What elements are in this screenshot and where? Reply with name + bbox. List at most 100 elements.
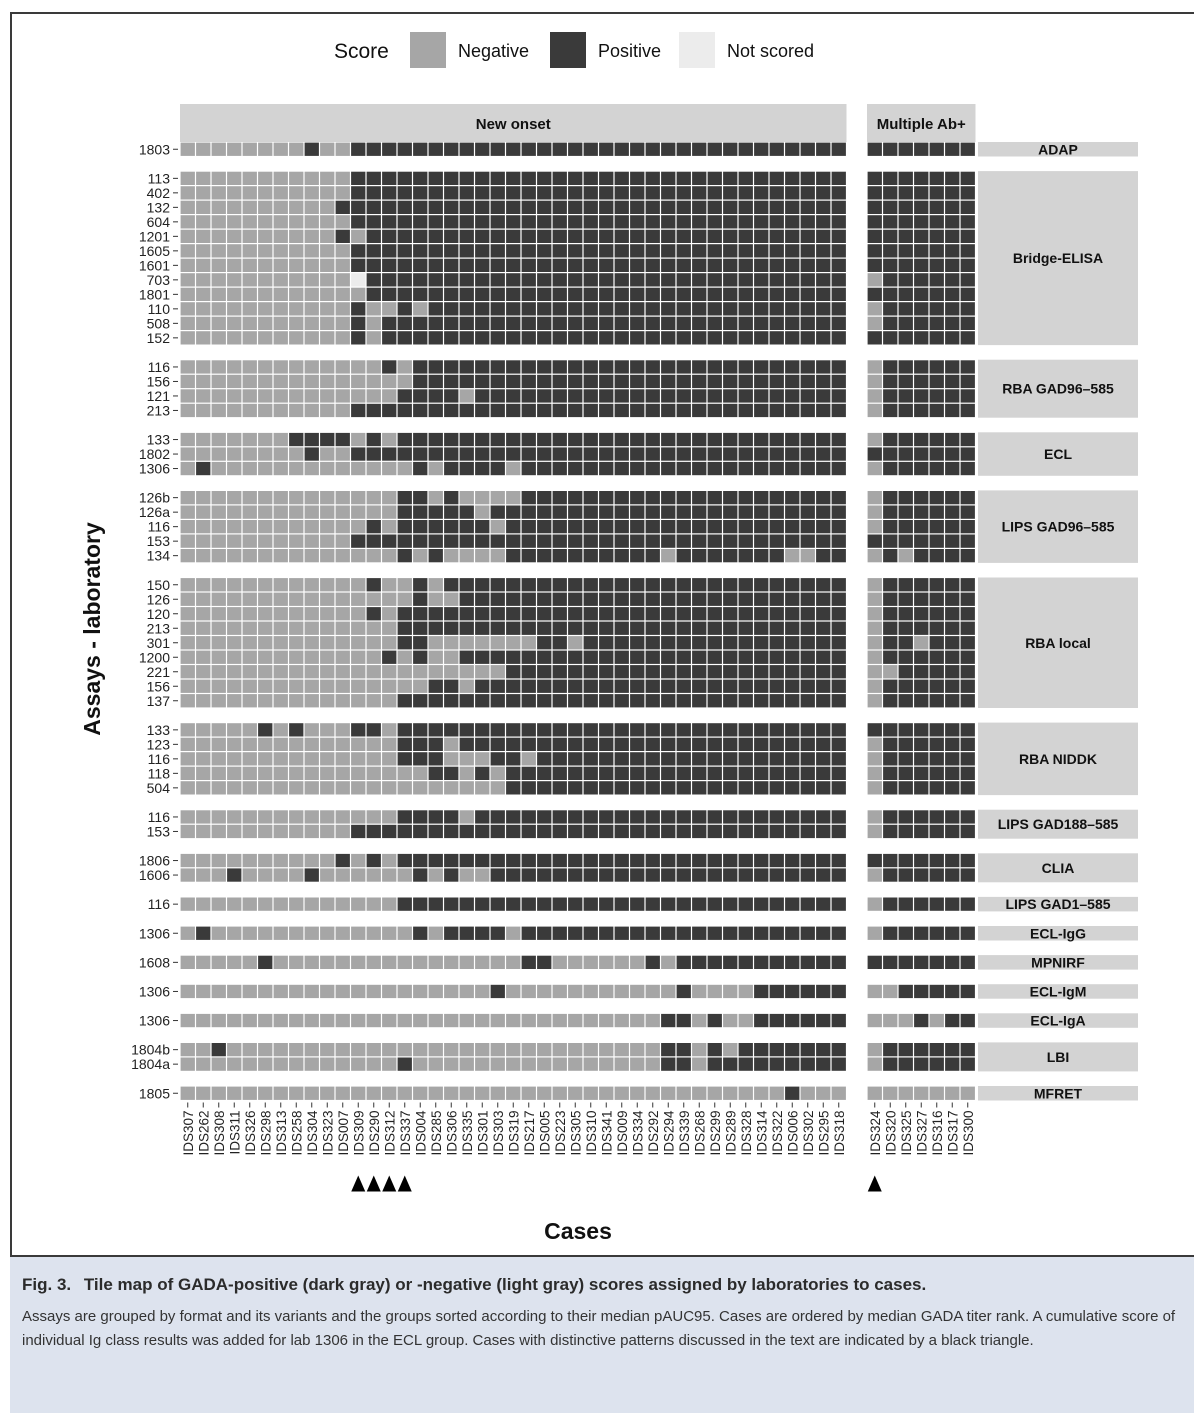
tile — [382, 302, 397, 316]
tile — [645, 534, 660, 548]
tile — [754, 752, 769, 766]
tile — [304, 244, 319, 258]
tile — [661, 403, 676, 418]
tile — [945, 200, 960, 214]
tile — [754, 491, 769, 505]
tile — [630, 955, 645, 969]
tile — [428, 694, 443, 708]
tile — [304, 636, 319, 650]
tile — [289, 447, 304, 461]
tile — [242, 607, 257, 621]
tile — [552, 824, 567, 839]
tile — [258, 766, 273, 780]
tile — [459, 766, 474, 780]
tile — [614, 258, 629, 272]
tile — [898, 229, 913, 243]
tile — [816, 360, 831, 374]
tile — [630, 491, 645, 505]
tile — [867, 926, 882, 940]
tile — [537, 432, 552, 447]
tile — [645, 897, 660, 911]
tile — [769, 244, 784, 258]
tile — [929, 1013, 944, 1028]
tile — [692, 1043, 707, 1057]
tile — [366, 142, 381, 156]
tile — [304, 621, 319, 635]
tile — [397, 621, 412, 635]
tile — [676, 853, 691, 868]
tile — [428, 578, 443, 592]
tile — [630, 142, 645, 156]
tile — [723, 984, 738, 999]
tile — [831, 520, 846, 534]
tile — [960, 549, 975, 563]
tile — [475, 229, 490, 243]
tile — [645, 636, 660, 650]
tile — [676, 360, 691, 374]
tile — [800, 447, 815, 461]
tile — [914, 766, 929, 780]
tile — [537, 229, 552, 243]
tile — [196, 650, 211, 664]
tile — [444, 592, 459, 606]
tile — [258, 186, 273, 200]
tile — [914, 244, 929, 258]
tile — [816, 752, 831, 766]
tile — [304, 766, 319, 780]
tile — [506, 578, 521, 592]
tile — [831, 374, 846, 389]
tile — [475, 505, 490, 519]
tile — [707, 302, 722, 316]
tile — [898, 374, 913, 389]
tile — [413, 491, 428, 505]
tile — [304, 432, 319, 447]
tile — [945, 679, 960, 693]
tile — [521, 636, 536, 650]
tile — [707, 171, 722, 185]
tile — [676, 374, 691, 389]
tile — [335, 607, 350, 621]
tile — [444, 955, 459, 969]
tile — [614, 607, 629, 621]
tile — [707, 636, 722, 650]
tile — [459, 534, 474, 548]
tile — [630, 781, 645, 795]
tile — [211, 926, 226, 940]
tile — [645, 723, 660, 737]
tile — [382, 258, 397, 272]
tile — [335, 636, 350, 650]
tile — [273, 403, 288, 418]
tile — [723, 142, 738, 156]
tile — [723, 1086, 738, 1100]
tile — [537, 316, 552, 330]
tile — [867, 694, 882, 708]
tile — [413, 1086, 428, 1100]
tile — [382, 520, 397, 534]
tile — [552, 491, 567, 505]
tile — [867, 824, 882, 839]
x-tick-label: IDS334 — [630, 1110, 645, 1156]
tile — [335, 868, 350, 882]
tile — [599, 636, 614, 650]
tile — [211, 505, 226, 519]
tile — [537, 578, 552, 592]
tile — [754, 258, 769, 272]
tile — [242, 171, 257, 185]
tile — [258, 229, 273, 243]
tile — [867, 200, 882, 214]
tile — [444, 1043, 459, 1057]
tile — [723, 229, 738, 243]
tile — [444, 897, 459, 911]
tile — [630, 984, 645, 999]
tile — [320, 258, 335, 272]
tile — [273, 534, 288, 548]
y-tick-label: 137 — [147, 693, 171, 709]
tile — [227, 607, 242, 621]
tile — [521, 897, 536, 911]
tile — [692, 1013, 707, 1028]
tile — [428, 186, 443, 200]
tile — [831, 403, 846, 418]
tile — [800, 853, 815, 868]
tile — [883, 403, 898, 418]
